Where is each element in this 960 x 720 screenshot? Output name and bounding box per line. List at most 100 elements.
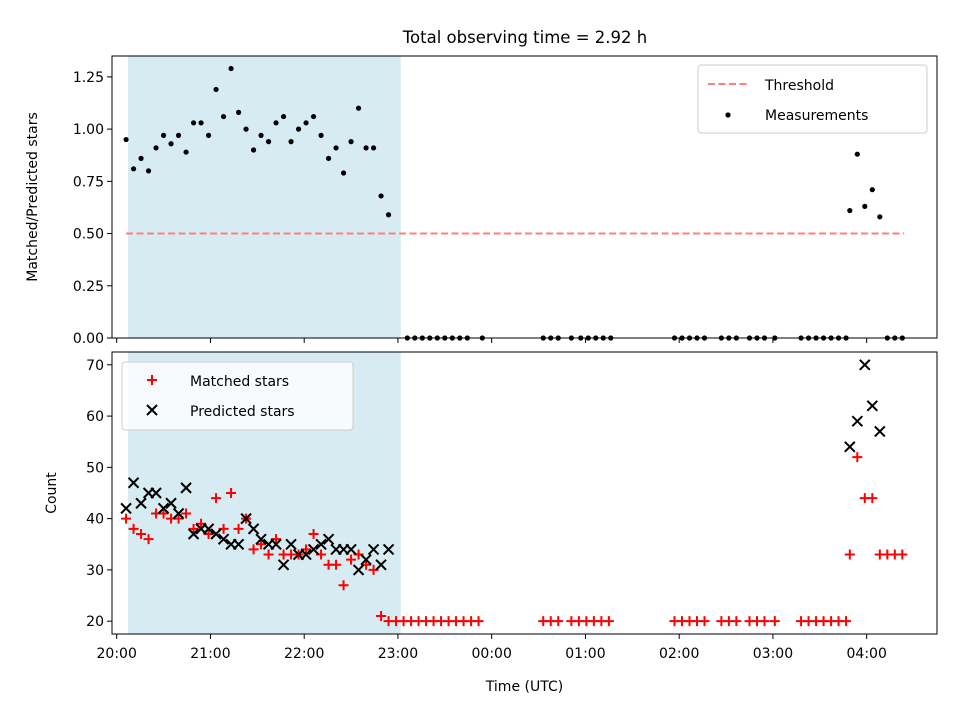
predicted-star-point	[844, 441, 856, 453]
matched-star-point	[844, 549, 855, 560]
matched-star-point	[473, 616, 484, 627]
predicted-star-point	[277, 559, 290, 571]
measurement-point	[877, 214, 883, 220]
predicted-stars-points	[120, 359, 886, 576]
measurement-point	[198, 120, 204, 126]
count-y-tick-label: 60	[86, 409, 104, 425]
time-x-tick-label: 01:00	[565, 646, 605, 662]
matched-star-point	[308, 529, 319, 540]
measurement-point	[847, 207, 853, 214]
matched-star-point	[211, 493, 222, 504]
predicted-star-point	[307, 543, 320, 556]
measurement-point	[310, 113, 317, 120]
predicted-star-point	[382, 543, 395, 556]
measurement-point	[370, 145, 377, 151]
predicted-star-point	[300, 548, 312, 561]
matched-star-point	[852, 452, 863, 463]
matched-star-point	[128, 523, 139, 534]
matched-star-point	[553, 616, 564, 627]
time-x-tick-label: 21:00	[190, 646, 230, 662]
measurement-point	[123, 136, 129, 143]
matched-star-point	[759, 616, 770, 627]
count-y-tick-label: 70	[86, 358, 104, 374]
measurement-point	[303, 120, 309, 126]
measurement-point	[378, 193, 384, 199]
predicted-star-point	[874, 425, 886, 438]
time-x-tick-label: 20:00	[97, 646, 137, 662]
predicted-star-point	[120, 502, 132, 515]
ratio-x-ticks	[116, 338, 868, 343]
measurement-point	[190, 120, 197, 126]
measurement-point	[168, 141, 174, 147]
matched-star-point	[233, 523, 244, 534]
matched-star-point	[136, 529, 147, 540]
measurement-points	[123, 65, 905, 341]
measurement-point	[854, 151, 860, 157]
measurement-point	[295, 126, 302, 132]
predicted-star-point	[367, 543, 380, 556]
predicted-star-point	[150, 487, 162, 499]
matched-star-point	[769, 616, 780, 627]
measurement-point	[280, 113, 287, 120]
predicted-star-point	[202, 523, 215, 535]
measurement-point	[130, 166, 137, 172]
predicted-star-point	[360, 553, 372, 566]
measurement-point	[325, 155, 332, 161]
ratio-y-tick-label: 0.75	[73, 174, 104, 190]
legend-matched-label: Matched stars	[190, 374, 289, 390]
predicted-star-point	[157, 502, 170, 515]
ratio-panel-frame	[111, 55, 938, 339]
predicted-star-point	[322, 533, 335, 545]
ratio-y-tick-label: 0.00	[73, 331, 104, 347]
chart-title: Total observing time = 2.92 h	[402, 28, 647, 47]
measurement-point	[333, 145, 339, 151]
matched-star-point	[346, 554, 357, 565]
count-panel-frame	[111, 351, 938, 635]
predicted-star-point	[210, 528, 222, 540]
predicted-star-point	[375, 559, 387, 571]
measurement-point	[250, 147, 257, 153]
time-x-tick-label: 04:00	[847, 646, 887, 662]
predicted-star-point	[866, 400, 879, 412]
measurement-point	[869, 187, 875, 193]
measurement-point	[265, 139, 272, 145]
measurement-point	[228, 65, 234, 72]
legend-box	[121, 361, 354, 431]
legend-predicted-label: Predicted stars	[190, 404, 295, 420]
count-y-tick-label: 50	[86, 460, 104, 476]
predicted-star-point	[172, 507, 185, 520]
count-panel: 20 30 40 50 60 70 20:00 21:00 22:00 23:00 00:00 01…	[44, 351, 938, 695]
measurement-point	[153, 145, 159, 151]
predicted-star-point	[352, 564, 365, 576]
legend-measurements-swatch	[725, 112, 731, 118]
time-x-tick-label: 22:00	[284, 646, 324, 662]
predicted-star-point	[232, 538, 245, 550]
matched-star-point	[188, 523, 199, 534]
matched-star-point	[226, 488, 237, 498]
matched-star-point	[338, 580, 349, 591]
ratio-y-tick-label: 1.25	[73, 70, 104, 86]
predicted-star-point	[285, 538, 297, 550]
ratio-y-label: Matched/Predicted stars	[25, 112, 41, 282]
matched-star-point	[867, 493, 878, 504]
matched-star-point	[121, 513, 132, 524]
legend-measurements-label: Measurements	[765, 108, 868, 124]
predicted-star-point	[217, 533, 230, 545]
ratio-y-tick-label: 1.00	[73, 122, 104, 138]
legend-threshold-label: Threshold	[764, 78, 834, 94]
matched-star-point	[263, 549, 274, 560]
count-y-tick-label: 20	[86, 614, 104, 630]
matched-star-point	[248, 544, 259, 555]
matched-star-point	[331, 559, 342, 570]
measurement-point	[288, 139, 294, 145]
measurement-point	[862, 203, 868, 209]
measurement-point	[160, 132, 167, 138]
matched-star-point	[841, 616, 852, 627]
ratio-y-tick-label: 0.25	[73, 279, 104, 295]
measurement-point	[363, 145, 369, 151]
measurement-point	[220, 113, 227, 120]
predicted-star-point	[315, 538, 327, 550]
count-y-label: Count	[44, 472, 60, 514]
matched-star-point	[181, 508, 192, 519]
